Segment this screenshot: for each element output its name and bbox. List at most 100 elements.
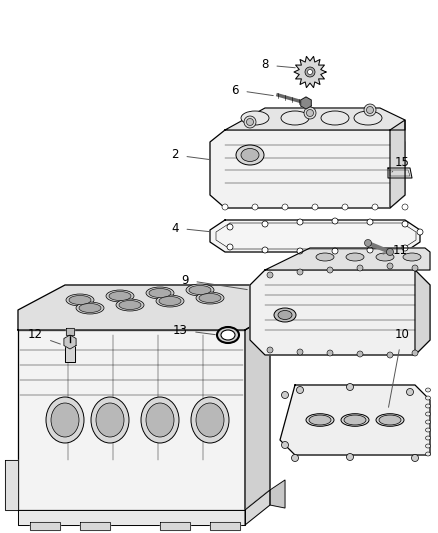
Circle shape xyxy=(357,265,363,271)
Circle shape xyxy=(332,248,338,254)
Ellipse shape xyxy=(199,294,221,303)
Ellipse shape xyxy=(403,253,421,261)
Polygon shape xyxy=(245,315,270,510)
Polygon shape xyxy=(160,522,190,530)
Ellipse shape xyxy=(306,414,334,426)
Polygon shape xyxy=(80,522,110,530)
Circle shape xyxy=(297,349,303,355)
Polygon shape xyxy=(210,220,420,252)
Ellipse shape xyxy=(69,295,91,304)
Circle shape xyxy=(227,244,233,250)
Ellipse shape xyxy=(425,388,431,392)
Polygon shape xyxy=(415,270,430,355)
Ellipse shape xyxy=(346,253,364,261)
Polygon shape xyxy=(65,342,75,362)
Circle shape xyxy=(386,248,393,255)
Ellipse shape xyxy=(217,327,239,343)
Polygon shape xyxy=(250,270,430,355)
Ellipse shape xyxy=(425,452,431,456)
Circle shape xyxy=(402,221,408,227)
Ellipse shape xyxy=(146,403,174,437)
Ellipse shape xyxy=(309,415,331,425)
Circle shape xyxy=(267,347,273,353)
Circle shape xyxy=(346,454,353,461)
Circle shape xyxy=(346,384,353,391)
Ellipse shape xyxy=(186,284,214,296)
Circle shape xyxy=(307,109,314,117)
Ellipse shape xyxy=(149,288,171,297)
Polygon shape xyxy=(210,522,240,530)
Ellipse shape xyxy=(221,330,235,340)
Ellipse shape xyxy=(281,111,309,125)
Polygon shape xyxy=(388,168,412,178)
Ellipse shape xyxy=(96,403,124,437)
Circle shape xyxy=(402,245,408,251)
Circle shape xyxy=(297,269,303,275)
Circle shape xyxy=(364,104,376,116)
Ellipse shape xyxy=(91,397,129,443)
Circle shape xyxy=(227,224,233,230)
Circle shape xyxy=(411,455,418,462)
Text: 6: 6 xyxy=(231,84,273,96)
Ellipse shape xyxy=(236,145,264,165)
Ellipse shape xyxy=(425,396,431,400)
Circle shape xyxy=(292,455,299,462)
Circle shape xyxy=(367,219,373,225)
Text: 12: 12 xyxy=(28,328,60,344)
Ellipse shape xyxy=(109,292,131,301)
Circle shape xyxy=(304,107,316,119)
Ellipse shape xyxy=(76,302,104,314)
Polygon shape xyxy=(301,97,311,109)
Circle shape xyxy=(387,352,393,358)
Circle shape xyxy=(312,204,318,210)
Ellipse shape xyxy=(119,301,141,310)
Ellipse shape xyxy=(146,287,174,299)
Ellipse shape xyxy=(241,111,269,125)
Circle shape xyxy=(327,267,333,273)
Text: 11: 11 xyxy=(383,244,407,256)
Polygon shape xyxy=(390,120,405,208)
Circle shape xyxy=(412,265,418,271)
Text: 13: 13 xyxy=(173,324,215,336)
Text: 9: 9 xyxy=(181,273,247,289)
Text: 15: 15 xyxy=(392,156,410,172)
Text: 8: 8 xyxy=(261,59,295,71)
Ellipse shape xyxy=(341,414,369,426)
Ellipse shape xyxy=(46,397,84,443)
Ellipse shape xyxy=(425,436,431,440)
Circle shape xyxy=(222,204,228,210)
Ellipse shape xyxy=(316,253,334,261)
Circle shape xyxy=(282,441,289,448)
Circle shape xyxy=(282,392,289,399)
Ellipse shape xyxy=(274,308,296,322)
Ellipse shape xyxy=(376,414,404,426)
Polygon shape xyxy=(225,108,405,130)
Ellipse shape xyxy=(66,294,94,306)
Polygon shape xyxy=(294,56,326,87)
Ellipse shape xyxy=(189,286,211,295)
Polygon shape xyxy=(5,460,18,510)
Ellipse shape xyxy=(116,299,144,311)
Circle shape xyxy=(387,263,393,269)
Ellipse shape xyxy=(106,290,134,302)
Circle shape xyxy=(247,118,254,125)
Ellipse shape xyxy=(79,303,101,312)
Ellipse shape xyxy=(156,295,184,307)
Text: 4: 4 xyxy=(171,222,210,235)
Circle shape xyxy=(402,204,408,210)
Circle shape xyxy=(332,218,338,224)
Ellipse shape xyxy=(425,420,431,424)
Circle shape xyxy=(364,239,371,246)
Circle shape xyxy=(307,69,312,75)
Circle shape xyxy=(297,386,304,393)
Ellipse shape xyxy=(278,311,292,319)
Circle shape xyxy=(252,204,258,210)
Circle shape xyxy=(367,247,373,253)
Ellipse shape xyxy=(376,253,394,261)
Polygon shape xyxy=(18,510,245,525)
Circle shape xyxy=(282,204,288,210)
Circle shape xyxy=(262,247,268,253)
Ellipse shape xyxy=(425,428,431,432)
Polygon shape xyxy=(210,130,405,208)
Circle shape xyxy=(297,219,303,225)
